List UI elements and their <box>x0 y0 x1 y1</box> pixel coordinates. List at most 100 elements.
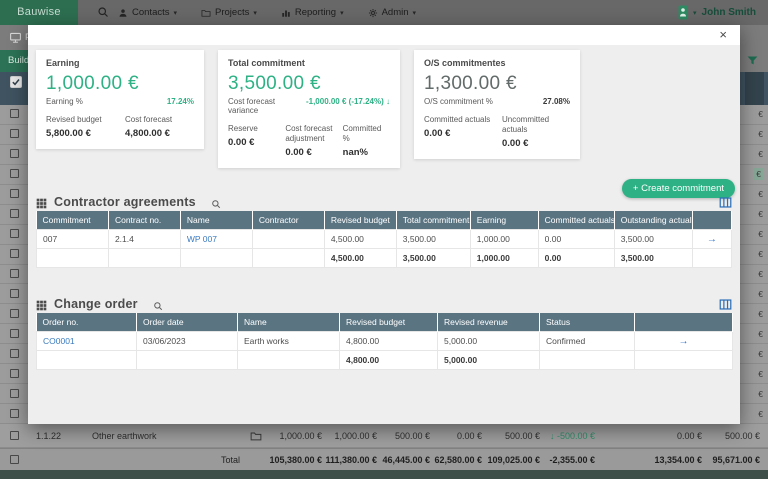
row-checkbox[interactable] <box>10 348 19 358</box>
open-row-arrow-icon[interactable]: → <box>634 331 733 351</box>
table-cell: 1,000.00 <box>469 229 539 249</box>
value-cell: ↓ -500.00 € <box>549 431 595 441</box>
row-checkbox[interactable] <box>10 189 19 199</box>
column-header[interactable]: Outstanding actuals <box>614 211 693 230</box>
row-checkbox[interactable] <box>10 288 19 298</box>
column-header[interactable]: Order no. <box>36 313 137 332</box>
stat-card: Earning 1,000.00 € Earning % 17.24% Revised … <box>36 50 204 149</box>
footer-cell <box>36 350 137 370</box>
select-all-checkbox[interactable] <box>10 76 22 88</box>
row-link[interactable]: CO0001 <box>36 331 137 351</box>
footer-cell: 5,000.00 <box>437 350 540 370</box>
nav-item-reporting[interactable]: Reporting ▾ <box>281 7 344 18</box>
total-label: Total <box>220 455 240 465</box>
stat: Revised budget 5,800.00 € <box>46 115 115 139</box>
row-checkbox[interactable] <box>10 408 19 418</box>
row-checkbox[interactable] <box>10 249 19 259</box>
stat: Uncommitted actuals 0.00 € <box>502 115 570 149</box>
column-header[interactable] <box>634 313 733 332</box>
columns-icon[interactable] <box>719 196 732 209</box>
column-header[interactable]: Revised budget <box>324 211 397 230</box>
search-icon[interactable] <box>211 199 221 209</box>
table-cell: 5,000.00 <box>437 331 540 351</box>
row-checkbox[interactable] <box>10 388 19 398</box>
grid-icon <box>36 198 47 209</box>
row-link[interactable]: WP 007 <box>179 229 253 249</box>
column-header[interactable]: Revised revenue <box>437 313 540 332</box>
row-checkbox[interactable] <box>10 229 19 239</box>
stat-value: 4,800.00 € <box>125 128 170 139</box>
columns-icon[interactable] <box>719 298 732 311</box>
card-value: 1,000.00 € <box>46 73 139 94</box>
row-checkbox[interactable] <box>10 430 19 440</box>
table-row: CO0001 03/06/2023 Earth works 4,800.00 5,000… <box>36 331 733 351</box>
user-menu[interactable]: ▾ John Smith <box>678 0 756 25</box>
row-checkbox[interactable] <box>10 149 19 159</box>
column-header[interactable]: Total commitment <box>396 211 471 230</box>
card-subrow: Earning % 17.24% <box>46 97 194 106</box>
table-cell <box>251 229 325 249</box>
row-checkbox[interactable] <box>10 109 19 119</box>
search-icon[interactable] <box>153 301 163 311</box>
chevron-down-icon: ▾ <box>340 9 344 17</box>
row-currency: € <box>758 328 763 339</box>
search-icon[interactable] <box>97 6 109 18</box>
stat: Cost forecast adjustment 0.00 € <box>285 124 332 158</box>
stat-label: Uncommitted actuals <box>502 115 550 134</box>
card-stats: Committed actuals 0.00 € Uncommitted actua… <box>424 115 570 149</box>
filter-icon[interactable] <box>746 54 759 67</box>
value-cell: 1,000.00 € <box>279 431 322 441</box>
column-header[interactable]: Commitment <box>36 211 109 230</box>
footer-cell <box>107 248 181 268</box>
close-icon[interactable]: × <box>719 27 727 42</box>
card-value: 3,500.00 € <box>228 73 321 94</box>
folder-icon[interactable] <box>250 430 262 442</box>
contractor-agreements-table: Commitment Contract no. Name Contractor Revi… <box>36 211 733 268</box>
column-header[interactable]: Committed actuals <box>538 211 615 230</box>
value-cell: 111,380.00 € <box>325 455 377 465</box>
card-title: Earning <box>46 58 80 68</box>
nav-item-contacts[interactable]: Contacts ▾ <box>118 7 177 18</box>
card-title: Total commitment <box>228 58 305 68</box>
stat: Committed % nan% <box>343 124 390 158</box>
row-checkbox[interactable] <box>10 129 19 139</box>
row-checkbox[interactable] <box>10 169 19 179</box>
card-sub-value: 27.08% <box>542 97 570 106</box>
row-checkbox[interactable] <box>10 328 19 338</box>
column-header[interactable]: Earning <box>470 211 539 230</box>
value-cell: -2,355.00 € <box>549 455 595 465</box>
column-header[interactable]: Order date <box>136 313 238 332</box>
column-header[interactable]: Revised budget <box>339 313 438 332</box>
row-checkbox[interactable] <box>10 308 19 318</box>
column-header[interactable]: Status <box>539 313 635 332</box>
column-header[interactable]: Contract no. <box>108 211 181 230</box>
table-footer-row: 4,800.00 5,000.00 <box>36 350 733 370</box>
row-checkbox[interactable] <box>10 368 19 378</box>
create-commitment-button[interactable]: + Create commitment <box>621 179 735 198</box>
row-checkbox[interactable] <box>10 268 19 278</box>
card-sub-label: O/S commitment % <box>424 97 493 106</box>
value-cell: 95,671.00 € <box>712 455 760 465</box>
nav-item-projects[interactable]: Projects ▾ <box>201 7 257 18</box>
table-cell: Earth works <box>237 331 340 351</box>
column-header[interactable]: Name <box>180 211 253 230</box>
background-data-row[interactable]: 1.1.22 Other earthwork 1,000.00 € 1,000.0… <box>0 424 768 448</box>
brand-logo[interactable]: Bauwise <box>0 0 78 25</box>
total-row-checkbox[interactable] <box>10 454 19 464</box>
column-header[interactable]: Name <box>237 313 340 332</box>
row-checkbox[interactable] <box>10 209 19 219</box>
footer-cell <box>539 350 635 370</box>
column-header[interactable] <box>692 211 733 230</box>
chevron-down-icon: ▾ <box>173 9 178 17</box>
nav-item-admin[interactable]: Admin ▾ <box>368 7 416 18</box>
open-row-arrow-icon[interactable]: → <box>691 229 733 249</box>
table-cell: 03/06/2023 <box>136 331 238 351</box>
footer-cell <box>237 350 340 370</box>
nav-item-label: Admin <box>381 7 409 18</box>
modal-body: Earning 1,000.00 € Earning % 17.24% Revised … <box>28 45 740 424</box>
table-cell: 3,500.00 <box>613 229 693 249</box>
nav-items: Contacts ▾ Projects ▾ Reporting ▾ Admin ▾ <box>118 0 416 25</box>
top-navbar: Bauwise Contacts ▾ Projects ▾ Reporting ▾ Admi… <box>0 0 768 25</box>
column-header[interactable]: Contractor <box>252 211 325 230</box>
